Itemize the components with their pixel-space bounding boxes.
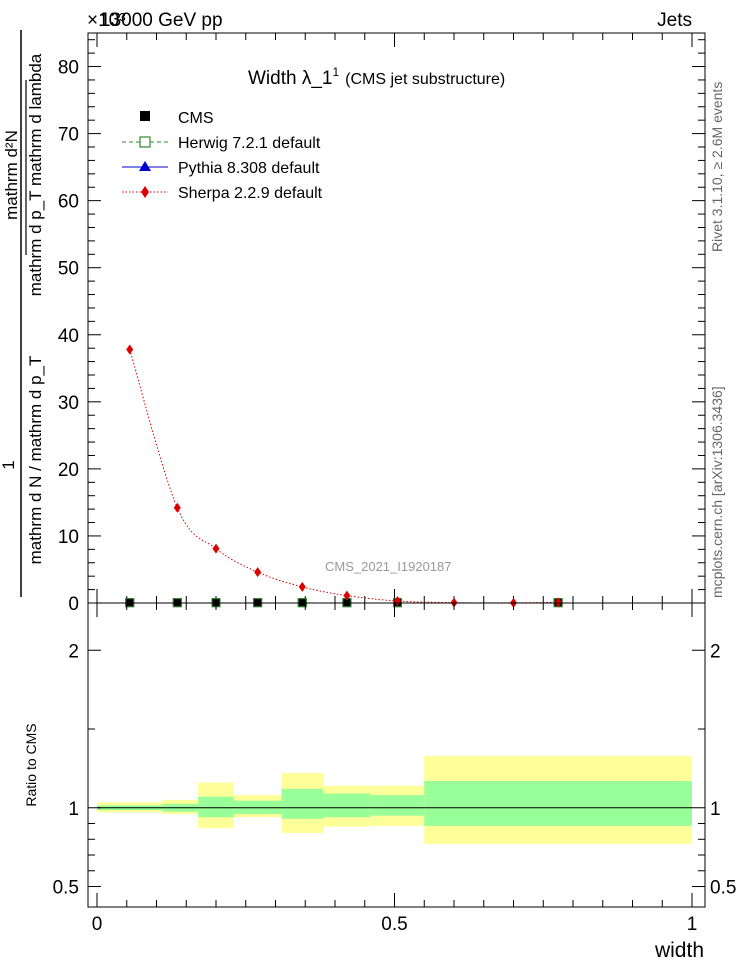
ratio-y-axis: 0.5 0.5 1 1 2 2 xyxy=(53,641,737,898)
ylabel-fraction-numerator: mathrm d²N xyxy=(2,130,21,220)
main-y-tick-label: 0 xyxy=(68,594,79,615)
ratio-bands-layer xyxy=(97,755,692,844)
main-y-tick-label: 20 xyxy=(58,460,79,481)
chart-title-sup: 1 xyxy=(332,65,339,79)
category-label: Jets xyxy=(657,10,692,31)
ratio-x-tick-label: 0.5 xyxy=(381,914,407,935)
x-axis-label: width xyxy=(654,939,704,962)
ratio-panel: 0.5 0.51 12 2 0 0.5 1 Ratio to CMS width xyxy=(23,602,737,962)
ratio-y-tick-label-right: 2 xyxy=(710,641,721,662)
legend-label-cms: CMS xyxy=(178,110,214,127)
ratio-y-tick-label-right: 0.5 xyxy=(710,878,736,899)
main-y-tick-label: 60 xyxy=(58,192,79,213)
legend-marker-herwig xyxy=(139,136,151,148)
chart-subtitle: (CMS jet substructure) xyxy=(345,71,505,88)
chart-title: Width λ_11 (CMS jet substructure) xyxy=(248,65,505,89)
ratio-y-label: Ratio to CMS xyxy=(23,723,39,806)
ratio-band-inner xyxy=(198,796,234,818)
ratio-y-tick-label: 1 xyxy=(68,799,79,820)
analysis-watermark: CMS_2021_I1920187 xyxy=(325,559,452,574)
mcplots-label: mcplots.cern.ch [arXiv:1306.3436] xyxy=(709,386,725,598)
ratio-band-inner xyxy=(424,780,692,826)
main-y-tick-label: 40 xyxy=(58,326,79,347)
legend-marker-pythia xyxy=(139,161,151,171)
ylabel-denominator: mathrm d N / mathrm d p_T xyxy=(26,356,45,565)
ratio-band-inner xyxy=(370,795,425,816)
legend-label-pythia: Pythia 8.308 default xyxy=(178,160,320,177)
sherpa-point xyxy=(298,581,306,592)
ratio-band-inner xyxy=(323,793,371,818)
main-y-axis: 0 10 20 30 40 50 60 70 80 xyxy=(58,39,705,615)
ratio-frame xyxy=(87,602,706,908)
main-y-tick-label: 30 xyxy=(58,393,79,414)
ratio-y-tick-label-right: 1 xyxy=(710,799,721,820)
sherpa-point xyxy=(343,590,351,601)
ratio-y-tick-label: 0.5 xyxy=(53,878,79,899)
ratio-x-tick-label: 0 xyxy=(92,914,103,935)
ratio-x-tick-label: 1 xyxy=(687,914,698,935)
main-y-tick-label: 10 xyxy=(58,527,79,548)
sherpa-point xyxy=(126,344,134,355)
ylabel-numerator: 1 xyxy=(0,460,18,469)
ratio-band-inner xyxy=(281,788,324,819)
sherpa-point xyxy=(254,567,262,578)
sherpa-point xyxy=(173,502,181,513)
exponent-label: ×10³ xyxy=(87,10,126,31)
chart-title-main: Width λ_1 xyxy=(248,68,332,89)
rivet-version-label: Rivet 3.1.10, ≥ 2.6M events xyxy=(709,82,725,252)
ratio-x-axis: 0 0.5 1 xyxy=(92,603,698,935)
ratio-y-tick-label: 2 xyxy=(68,641,79,662)
legend-marker-sherpa xyxy=(141,186,149,198)
energy-label: 13000 GeV pp xyxy=(100,10,223,31)
legend-marker-cms xyxy=(140,111,150,121)
main-y-tick-label: 80 xyxy=(58,58,79,79)
main-y-tick-label: 50 xyxy=(58,259,79,280)
sherpa-point xyxy=(212,543,220,554)
ylabel-fraction-denominator: mathrm d p_T mathrm d lambda xyxy=(26,53,45,296)
legend: CMS Herwig 7.2.1 default Pythia 8.308 de… xyxy=(122,110,323,202)
legend-label-sherpa: Sherpa 2.2.9 default xyxy=(178,185,323,202)
legend-label-herwig: Herwig 7.2.1 default xyxy=(178,135,321,152)
main-y-tick-label: 70 xyxy=(58,125,79,146)
main-panel: 0 10 20 30 40 50 60 70 80 Width λ_11 (CMS jet sub… xyxy=(58,32,706,615)
main-y-axis-label: 1 mathrm d N / mathrm d p_T mathrm d²N m… xyxy=(0,30,45,597)
sherpa-point xyxy=(554,597,562,608)
